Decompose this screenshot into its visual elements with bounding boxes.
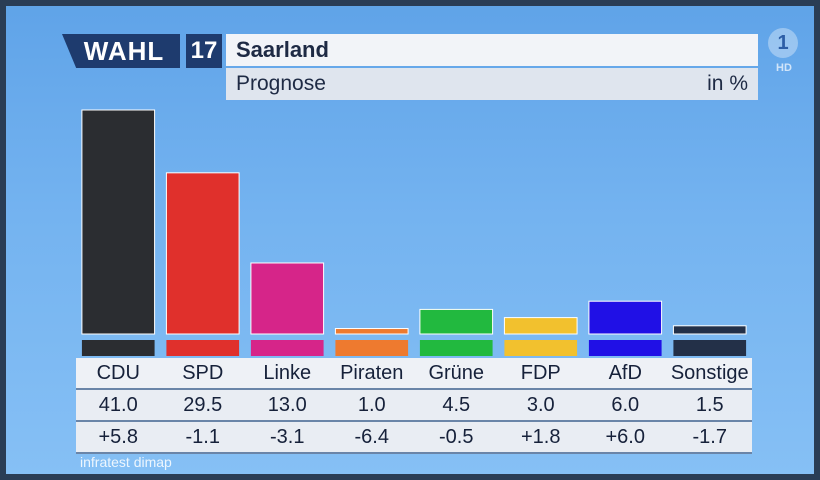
party-name: AfD xyxy=(608,361,642,384)
color-swatch-sonstige xyxy=(673,340,747,356)
color-swatch-linke xyxy=(250,340,324,356)
hd-badge: HD xyxy=(776,62,792,74)
party-name: SPD xyxy=(182,361,224,384)
wahl-logo-number: 17 xyxy=(186,34,222,68)
party-values-row: 41.0 29.5 13.0 1.0 4.5 3.0 6.0 1.5 xyxy=(76,390,752,422)
unit-label: in % xyxy=(707,72,748,95)
party-change: +1.8 xyxy=(521,425,561,448)
wahl-logo: WAHL xyxy=(62,34,180,68)
party-change: -6.4 xyxy=(354,425,389,448)
chart-title: Saarland xyxy=(226,34,758,66)
bar-sonstige xyxy=(672,325,747,335)
channel-logo-icon: 1 xyxy=(768,28,798,58)
party-change: +6.0 xyxy=(605,425,645,448)
party-value: 1.0 xyxy=(357,393,386,416)
color-swatch-afd xyxy=(588,340,662,356)
results-table: CDU SPD Linke Piraten Grüne FDP AfD Sonstige 41… xyxy=(76,358,752,454)
party-value: 29.5 xyxy=(183,393,223,416)
party-name: Linke xyxy=(263,361,312,384)
color-swatch-fdp xyxy=(504,340,578,356)
party-name: FDP xyxy=(520,361,561,384)
data-source: infratest dimap xyxy=(80,454,172,470)
party-change: -1.7 xyxy=(692,425,727,448)
logo-text: WAHL xyxy=(83,35,165,66)
bar-spd xyxy=(165,172,240,335)
bar-fdp xyxy=(503,317,578,335)
bar-piraten xyxy=(334,328,409,335)
color-swatch-spd xyxy=(166,340,240,356)
color-swatch-cdu xyxy=(81,340,155,356)
color-swatch-piraten xyxy=(335,340,409,356)
party-change: -1.1 xyxy=(185,425,220,448)
chart-subtitle: Prognose xyxy=(236,72,326,95)
party-value: 6.0 xyxy=(611,393,640,416)
party-value: 1.5 xyxy=(695,393,724,416)
party-value: 41.0 xyxy=(98,393,138,416)
party-names-row: CDU SPD Linke Piraten Grüne FDP AfD Sonstige xyxy=(76,358,752,390)
bar-linke xyxy=(250,262,325,335)
party-name: CDU xyxy=(96,361,140,384)
party-changes-row: +5.8 -1.1 -3.1 -6.4 -0.5 +1.8 +6.0 -1.7 xyxy=(76,422,752,454)
party-value: 4.5 xyxy=(442,393,471,416)
party-change: -3.1 xyxy=(270,425,305,448)
color-swatch-grüne xyxy=(419,340,493,356)
party-value: 13.0 xyxy=(267,393,307,416)
bar-grüne xyxy=(419,308,494,335)
party-name: Grüne xyxy=(428,361,485,384)
chart-subtitle-bar: Prognose in % xyxy=(226,68,758,100)
party-value: 3.0 xyxy=(526,393,555,416)
party-name: Piraten xyxy=(340,361,404,384)
party-name: Sonstige xyxy=(670,361,749,384)
party-change: +5.8 xyxy=(98,425,138,448)
bar-afd xyxy=(588,300,663,335)
party-change: -0.5 xyxy=(439,425,474,448)
bar-cdu xyxy=(81,109,156,335)
